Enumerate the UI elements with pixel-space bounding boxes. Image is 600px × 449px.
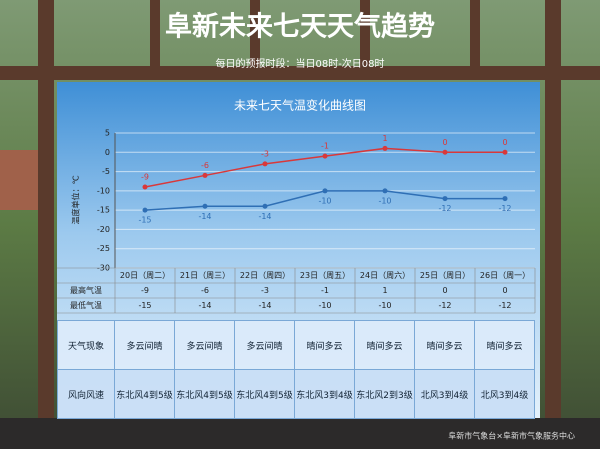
x-tick-label: 24日（周六） (360, 270, 410, 280)
window-post (38, 0, 54, 420)
point (502, 149, 508, 155)
y-tick-label: 0 (105, 148, 110, 157)
roof (0, 150, 40, 210)
point (382, 145, 388, 151)
window-post (250, 0, 260, 66)
table-row: 天气现象 多云间晴 多云间晴 多云间晴 晴间多云 晴间多云 晴间多云 晴间多云 (57, 320, 535, 370)
y-tick-label: -5 (102, 167, 110, 176)
table-value: 0 (442, 286, 447, 295)
data-label: 0 (502, 138, 507, 147)
data-label: -14 (198, 212, 211, 221)
x-tick-label: 20日（周二） (120, 271, 170, 280)
point (202, 203, 208, 209)
table-value: -10 (378, 301, 391, 310)
point (382, 188, 388, 194)
table-value: -14 (258, 301, 271, 310)
table-cell: 东北风2到3级 (354, 369, 415, 419)
table-cell: 晴间多云 (294, 320, 355, 370)
window-bar (0, 66, 600, 80)
table-value: -9 (141, 286, 149, 295)
sill (0, 418, 600, 449)
y-tick-label: -20 (97, 225, 110, 234)
point (442, 149, 448, 155)
table-cell: 晴间多云 (474, 320, 535, 370)
data-label: -14 (258, 212, 271, 221)
y-tick-label: -25 (97, 244, 110, 253)
y-axis-label: 温度单位：℃ (71, 175, 81, 224)
page-title: 阜新未来七天天气趋势 (165, 11, 435, 43)
table-value: -14 (198, 301, 211, 310)
data-label: -15 (138, 216, 151, 225)
table-value: 1 (382, 286, 387, 295)
table-value: -15 (138, 301, 151, 310)
table-cell: 多云间晴 (114, 320, 175, 370)
table-cell: 北风3到4级 (474, 369, 535, 419)
data-label: 1 (382, 134, 387, 143)
x-tick-label: 26日（周一） (480, 271, 530, 280)
data-label: -12 (438, 204, 451, 213)
table-cell: 北风3到4级 (414, 369, 475, 419)
chart-title: 未来七天气温变化曲线图 (234, 98, 366, 113)
weather-table: 天气现象 多云间晴 多云间晴 多云间晴 晴间多云 晴间多云 晴间多云 晴间多云 风向风速 东北风4… (57, 320, 535, 419)
point (142, 184, 148, 190)
x-tick-label: 22日（周四） (240, 271, 290, 280)
table-value: -6 (201, 286, 209, 295)
window-post (150, 0, 160, 66)
window-post (545, 0, 561, 420)
table-cell: 东北风3到4级 (294, 369, 355, 419)
y-tick-label: -15 (97, 206, 110, 215)
data-label: -3 (261, 149, 269, 158)
table-cell: 晴间多云 (354, 320, 415, 370)
data-label: -6 (201, 161, 209, 170)
point (142, 207, 148, 213)
table-cell: 晴间多云 (414, 320, 475, 370)
data-label: -9 (141, 173, 149, 182)
point (322, 188, 328, 194)
data-label: -12 (498, 204, 511, 213)
y-tick-label: -10 (97, 186, 110, 195)
table-row: 风向风速 东北风4到5级 东北风4到5级 东北风4到5级 东北风3到4级 东北风2到3级北… (57, 369, 535, 419)
point (442, 196, 448, 202)
table-value: -1 (321, 286, 329, 295)
window-post (470, 0, 480, 66)
point (502, 196, 508, 202)
point (262, 161, 268, 167)
table-cell: 东北风4到5级 (114, 369, 175, 419)
legend-label: 最高气温 (70, 285, 102, 295)
footer: 阜新市气象台×阜新市气象服务中心 (448, 431, 575, 441)
point (262, 203, 268, 209)
y-tick-label: 5 (105, 129, 110, 138)
table-cell: 东北风4到5级 (174, 369, 235, 419)
table-cell: 东北风4到5级 (234, 369, 295, 419)
data-label: -1 (321, 142, 329, 151)
table-cell: 天气现象 (57, 320, 115, 370)
table-value: -12 (498, 301, 511, 310)
data-label: -10 (318, 196, 331, 205)
x-tick-label: 21日（周三） (180, 271, 230, 280)
x-tick-label: 25日（周日） (420, 271, 470, 280)
data-label: 0 (442, 138, 447, 147)
page-subtitle: 每日的预报时段：当日08时-次日08时 (215, 57, 384, 70)
table-cell: 多云间晴 (174, 320, 235, 370)
table-value: 0 (502, 286, 507, 295)
table-value: -10 (318, 301, 331, 310)
point (202, 172, 208, 178)
data-label: -10 (378, 196, 391, 205)
point (322, 153, 328, 159)
table-value: -12 (438, 301, 451, 310)
window-post (360, 0, 370, 66)
table-value: -3 (261, 286, 269, 295)
table-cell: 多云间晴 (234, 320, 295, 370)
x-tick-label: 23日（周五） (300, 271, 350, 280)
table-cell: 风向风速 (57, 369, 115, 419)
legend-label: 最低气温 (70, 300, 102, 310)
